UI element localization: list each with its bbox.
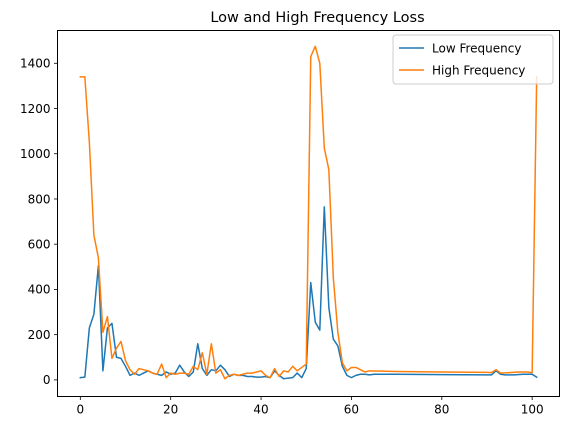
legend-label: Low Frequency xyxy=(432,41,521,55)
y-tick-label: 1200 xyxy=(20,102,51,116)
y-tick-label: 1000 xyxy=(20,147,51,161)
legend-box xyxy=(392,34,554,85)
y-tick-label: 400 xyxy=(28,283,51,297)
legend: Low Frequency High Frequency xyxy=(392,34,554,85)
chart-title: Low and High Frequency Loss xyxy=(210,10,424,26)
x-tick-label: 0 xyxy=(76,403,84,417)
legend-label: High Frequency xyxy=(432,63,525,77)
y-tick-label: 0 xyxy=(43,373,51,387)
x-tick-label: 20 xyxy=(163,403,178,417)
x-tick-label: 100 xyxy=(521,403,544,417)
series-line-low-frequency xyxy=(79,206,538,380)
series-layer xyxy=(79,45,538,380)
x-tick-label: 80 xyxy=(434,403,449,417)
y-tick-label: 1400 xyxy=(20,57,51,71)
y-tick-label: 200 xyxy=(28,328,51,342)
series-line-high-frequency xyxy=(79,45,538,380)
x-tick-label: 40 xyxy=(253,403,268,417)
y-tick-label: 600 xyxy=(28,237,51,251)
axes-frame xyxy=(57,30,560,397)
x-tick-label: 60 xyxy=(344,403,359,417)
x-axis: 0 20 40 60 80 100 xyxy=(76,396,544,417)
y-tick-label: 800 xyxy=(28,192,51,206)
plot-area: 0 20 40 60 80 100 0 200 400 600 800 1000 1200 1400 xyxy=(20,30,560,417)
y-axis: 0 200 400 600 800 1000 1200 1400 xyxy=(20,57,58,387)
